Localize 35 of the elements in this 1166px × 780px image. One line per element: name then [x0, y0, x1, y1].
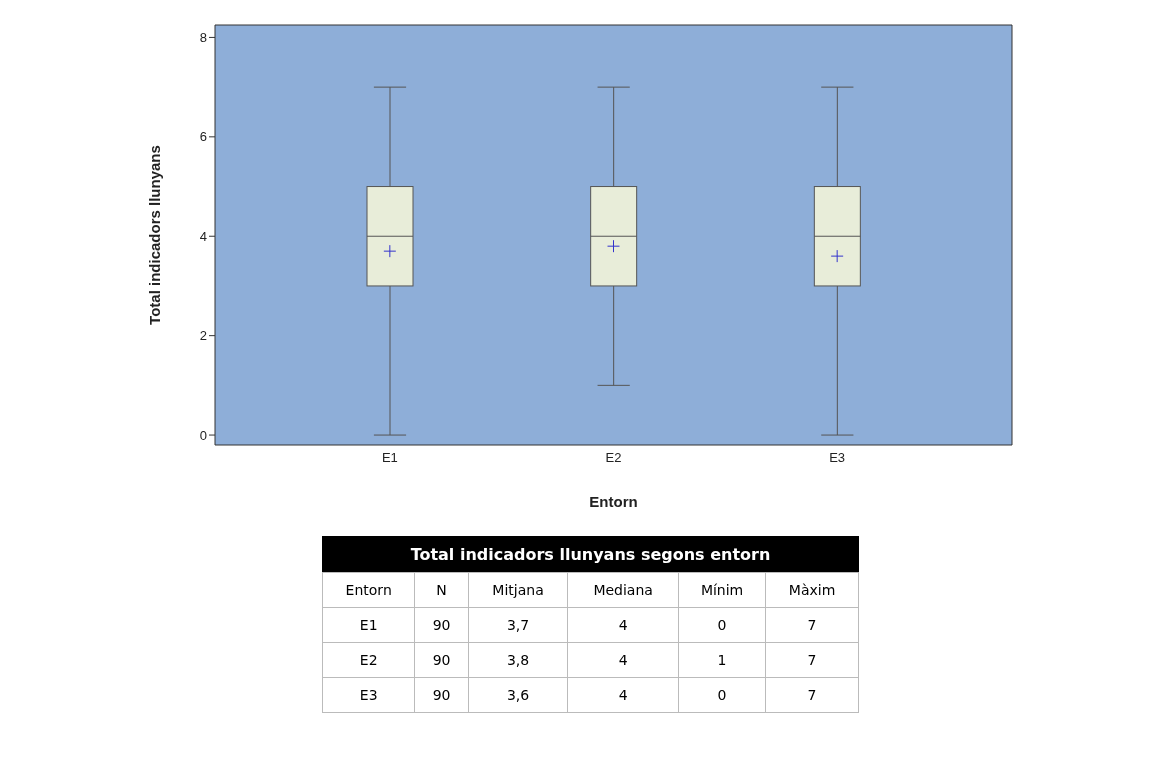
data-label: 3,7 — [468, 607, 568, 643]
text: Màxim — [765, 572, 859, 608]
text: Mediana — [567, 572, 679, 608]
data-label: 3,8 — [468, 642, 568, 678]
x-axis-title: Entorn — [589, 493, 638, 510]
data-label: 7 — [765, 607, 859, 643]
category-label: E3 — [322, 677, 415, 713]
data-label: 90 — [414, 642, 469, 678]
data-label: 90 — [414, 607, 469, 643]
data-label: 0 — [678, 607, 766, 643]
text: Mitjana — [468, 572, 568, 608]
y-tick-label: 2 — [199, 328, 207, 344]
category-label: E1 — [322, 607, 415, 643]
data-label: 0 — [678, 677, 766, 713]
x-tick-label: E3 — [829, 450, 846, 466]
data-label: 7 — [765, 642, 859, 678]
y-tick-label: 0 — [199, 427, 207, 443]
category-label: E2 — [322, 642, 415, 678]
data-label: 90 — [414, 677, 469, 713]
y-tick-label: 8 — [199, 30, 207, 46]
y-axis-title: Total indicadors llunyans — [146, 145, 164, 325]
text: N — [414, 572, 469, 608]
y-tick-label: 4 — [199, 228, 207, 244]
y-tick-label: 6 — [199, 129, 207, 145]
data-label: 7 — [765, 677, 859, 713]
data-label: 4 — [567, 607, 679, 643]
x-tick-label: E2 — [605, 450, 622, 466]
text: Entorn — [322, 572, 415, 608]
x-tick-label: E1 — [381, 450, 398, 466]
text: Mínim — [678, 572, 766, 608]
data-label: 1 — [678, 642, 766, 678]
data-label: 3,6 — [468, 677, 568, 713]
data-label: 4 — [567, 677, 679, 713]
data-label: 4 — [567, 642, 679, 678]
text: Total indicadors llunyans segons entorn — [322, 536, 859, 573]
